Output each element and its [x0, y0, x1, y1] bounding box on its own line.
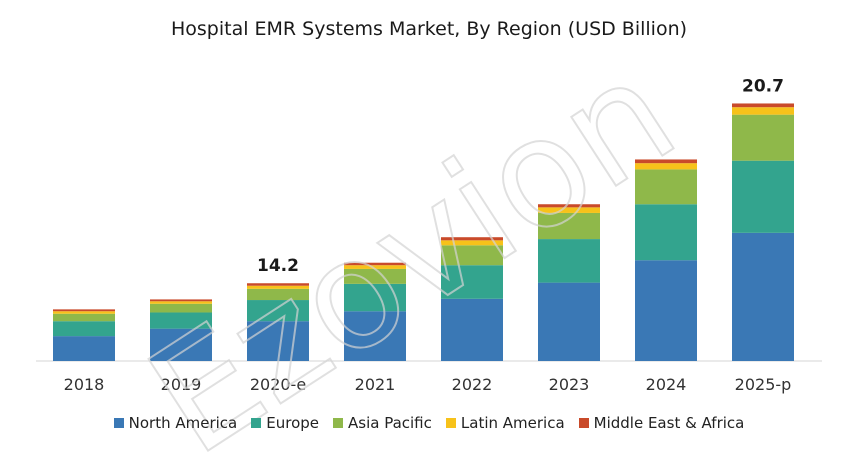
legend-item-middle-east-africa: Middle East & Africa [578, 414, 745, 432]
x-tick-label: 2018 [64, 375, 105, 394]
bar-segment-latin-america-2020-e [247, 285, 309, 289]
bar-segment-north-america-2024 [635, 260, 697, 361]
bar-segment-asia-pacific-2018 [53, 313, 115, 322]
bar-segment-europe-2022 [441, 265, 503, 299]
bar-segment-latin-america-2022 [441, 240, 503, 246]
bar-segment-asia-pacific-2020-e [247, 288, 309, 301]
total-labels: 14.2 20.7 [257, 76, 784, 276]
bar-segment-asia-pacific-2022 [441, 245, 503, 266]
bar-segment-north-america-2018 [53, 336, 115, 361]
chart-legend: North America Europe Asia Pacific Latin Ame… [0, 414, 858, 432]
bar-segment-middle-east-africa-2021 [344, 262, 406, 266]
bar-segment-latin-america-2021 [344, 265, 406, 269]
bar-segment-middle-east-africa-2019 [150, 299, 212, 302]
bar-segment-europe-2021 [344, 283, 406, 312]
bar-segment-north-america-2019 [150, 328, 212, 361]
legend-swatch [251, 418, 262, 428]
bar-segment-latin-america-2023 [538, 207, 600, 213]
legend-item-asia-pacific: Asia Pacific [333, 414, 432, 432]
bar-segment-asia-pacific-2019 [150, 303, 212, 313]
bars-group [53, 103, 794, 361]
bar-segment-europe-2025-p [732, 160, 794, 233]
bar-segment-latin-america-2024 [635, 163, 697, 170]
bar-segment-europe-2019 [150, 312, 212, 329]
bar-segment-asia-pacific-2024 [635, 169, 697, 205]
legend-item-europe: Europe [251, 414, 319, 432]
x-tick-label: 2023 [549, 375, 590, 394]
bar-segment-middle-east-africa-2024 [635, 159, 697, 164]
chart-title: Hospital EMR Systems Market, By Region (… [170, 18, 688, 40]
x-tick-label: 2019 [161, 375, 202, 394]
bar-segment-latin-america-2019 [150, 301, 212, 304]
x-tick-label: 2022 [452, 375, 493, 394]
legend-swatch [578, 418, 589, 428]
bar-segment-asia-pacific-2025-p [732, 114, 794, 161]
x-tick-labels: 2018 2019 2020-e 2021 2022 2023 2024 2025-p [64, 375, 792, 394]
total-label: 14.2 [257, 256, 299, 276]
bar-segment-latin-america-2018 [53, 311, 115, 314]
legend-swatch [113, 418, 124, 428]
legend-label: North America [128, 414, 238, 432]
legend-label: Asia Pacific [348, 414, 432, 432]
bar-segment-north-america-2021 [344, 311, 406, 361]
bar-segment-middle-east-africa-2022 [441, 237, 503, 241]
bar-segment-north-america-2023 [538, 282, 600, 361]
legend-item-latin-america: Latin America [445, 414, 565, 432]
bar-segment-north-america-2025-p [732, 232, 794, 361]
bar-segment-asia-pacific-2021 [344, 268, 406, 284]
legend-label: Europe [266, 414, 319, 432]
bar-segment-north-america-2022 [441, 298, 503, 361]
bar-segment-north-america-2020-e [247, 321, 309, 361]
bar-segment-middle-east-africa-2018 [53, 309, 115, 312]
bar-segment-middle-east-africa-2020-e [247, 283, 309, 286]
bar-segment-europe-2018 [53, 321, 115, 337]
legend-swatch [445, 418, 456, 428]
x-tick-label: 2020-e [250, 375, 306, 394]
total-label: 20.7 [742, 76, 784, 96]
legend-label: Latin America [460, 414, 565, 432]
bar-segment-europe-2024 [635, 204, 697, 261]
bar-segment-middle-east-africa-2025-p [732, 103, 794, 108]
bar-segment-latin-america-2025-p [732, 107, 794, 115]
bar-segment-europe-2020-e [247, 300, 309, 322]
legend-item-north-america: North America [113, 414, 238, 432]
bar-segment-middle-east-africa-2023 [538, 204, 600, 208]
x-tick-label: 2025-p [735, 375, 792, 394]
x-tick-label: 2024 [646, 375, 687, 394]
bar-segment-asia-pacific-2023 [538, 212, 600, 240]
x-tick-label: 2021 [355, 375, 396, 394]
bar-segment-europe-2023 [538, 239, 600, 283]
legend-label: Middle East & Africa [593, 414, 745, 432]
stacked-bar-chart: 2018 2019 2020-e 2021 2022 2023 2024 2025-p 14.… [36, 76, 822, 394]
legend-swatch [333, 418, 343, 428]
